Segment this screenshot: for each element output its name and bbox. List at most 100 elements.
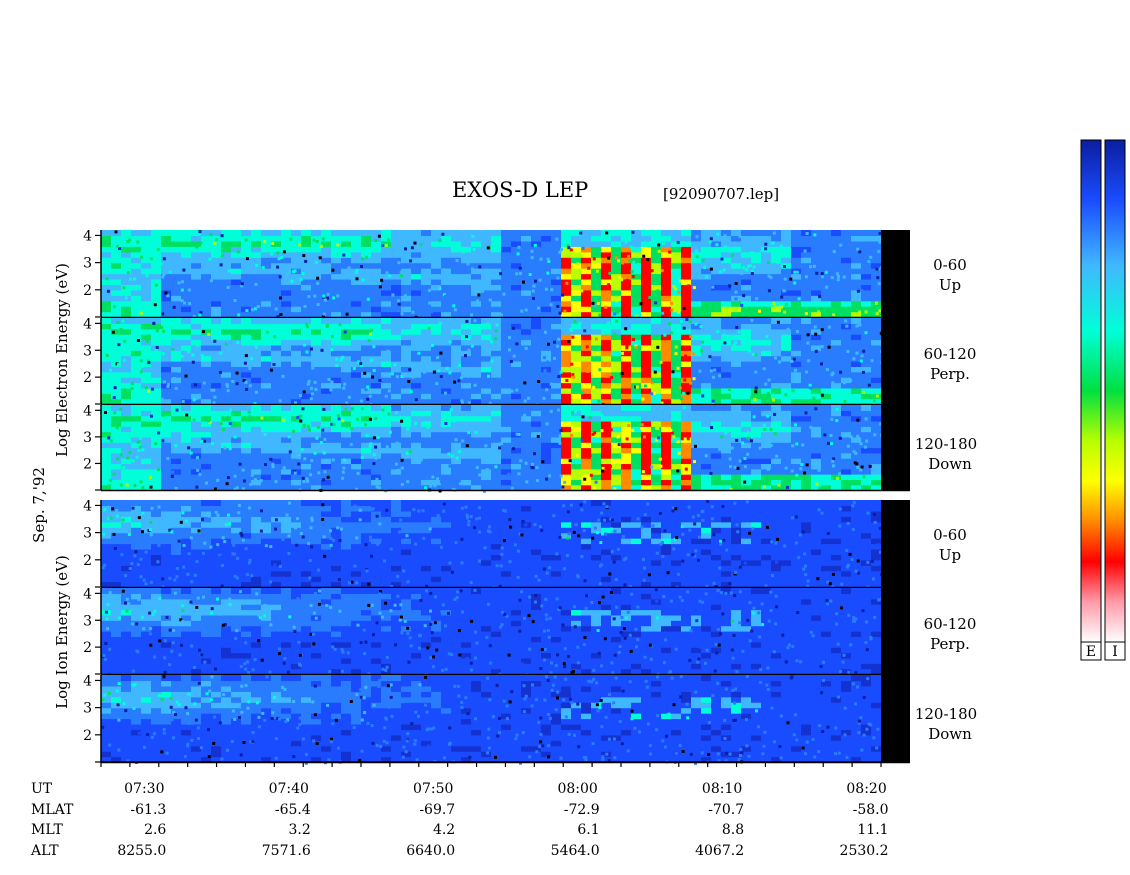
spectrogram-cell xyxy=(631,251,642,258)
spectrogram-speckle xyxy=(301,407,305,411)
spectrogram-speckle xyxy=(114,230,118,234)
spectrogram-cell xyxy=(631,284,642,291)
spectrogram-cell xyxy=(791,289,802,296)
spectrogram-speckle xyxy=(593,303,597,307)
spectrogram-cell xyxy=(441,278,452,285)
spectrogram-cell xyxy=(301,361,312,367)
spectrogram-cell xyxy=(601,436,612,443)
spectrogram-cell xyxy=(311,436,322,443)
spectrogram-cell xyxy=(441,463,452,470)
spectrogram-cell xyxy=(211,278,222,285)
spectrogram-cell xyxy=(201,474,212,480)
spectrogram-cell xyxy=(311,257,322,264)
spectrogram-speckle xyxy=(436,286,440,290)
spectrogram-cell xyxy=(771,447,782,454)
spectrogram-speckle xyxy=(613,312,617,316)
spectrogram-cell xyxy=(361,410,372,417)
spectrogram-speckle xyxy=(677,451,681,455)
spectrogram-speckle xyxy=(862,475,866,479)
spectrogram-cell xyxy=(481,278,492,285)
spectrogram-cell xyxy=(641,442,652,449)
spectrogram-cell xyxy=(221,240,232,247)
spectrogram-speckle xyxy=(677,311,681,315)
spectrogram-speckle xyxy=(754,386,758,390)
spectrogram-cell xyxy=(171,405,182,411)
spectrogram-cell xyxy=(441,415,452,422)
spectrogram-cell xyxy=(271,240,282,247)
spectrogram-speckle xyxy=(314,261,318,264)
spectrogram-speckle xyxy=(256,240,260,244)
spectrogram-cell xyxy=(781,235,792,242)
spectrogram-cell xyxy=(631,328,642,335)
spectrogram-speckle xyxy=(308,428,311,432)
spectrogram-cell xyxy=(181,366,192,373)
spectrogram-cell xyxy=(191,262,202,269)
spectrogram-cell xyxy=(441,479,452,486)
spectrogram-cell xyxy=(281,452,292,459)
spectrogram-cell xyxy=(201,431,212,438)
spectrogram-cell xyxy=(551,240,562,247)
spectrogram-cell xyxy=(191,377,202,384)
spectrogram-cell xyxy=(691,262,702,269)
spectrogram-cell xyxy=(201,458,212,465)
spectrogram-cell xyxy=(571,447,582,454)
spectrogram-cell xyxy=(421,273,432,280)
spectrogram-speckle xyxy=(650,465,654,469)
spectrogram-speckle xyxy=(541,460,545,464)
spectrogram-speckle xyxy=(355,487,359,491)
spectrogram-speckle xyxy=(331,268,335,272)
spectrogram-cell xyxy=(791,393,802,400)
spectrogram-cell xyxy=(631,240,642,247)
spectrogram-cell xyxy=(741,436,752,443)
spectrogram-cell xyxy=(691,458,702,465)
spectrogram-cell xyxy=(171,257,182,264)
spectrogram-speckle xyxy=(119,407,123,411)
spectrogram-speckle xyxy=(349,442,353,446)
spectrogram-speckle xyxy=(341,419,345,423)
spectrogram-cell xyxy=(711,278,722,285)
spectrogram-cell xyxy=(241,393,252,400)
spectrogram-speckle xyxy=(436,356,440,360)
spectrogram-cell xyxy=(251,393,262,400)
spectrogram-cell xyxy=(651,405,662,411)
spectrogram-cell xyxy=(871,415,882,422)
spectrogram-cell xyxy=(841,344,852,351)
spectrogram-cell xyxy=(561,323,572,330)
spectrogram-speckle xyxy=(326,348,330,352)
spectrogram-cell xyxy=(621,398,632,405)
spectrogram-speckle xyxy=(494,337,498,341)
spectrogram-cell xyxy=(361,468,372,475)
spectrogram-cell xyxy=(591,484,602,491)
spectrogram-cell xyxy=(461,289,472,296)
spectrogram-speckle xyxy=(838,436,842,440)
spectrogram-cell xyxy=(841,350,852,357)
spectrogram-cell xyxy=(861,371,872,378)
spectrogram-cell xyxy=(121,289,132,296)
spectrogram-cell xyxy=(341,415,352,422)
spectrogram-cell xyxy=(611,257,622,264)
spectrogram-speckle xyxy=(131,459,135,463)
spectrogram-cell xyxy=(231,295,242,302)
spectrogram-cell xyxy=(371,235,382,242)
spectrogram-cell xyxy=(871,468,882,475)
spectrogram-speckle xyxy=(740,271,744,275)
spectrogram-cell xyxy=(191,268,202,275)
spectrogram-cell xyxy=(141,458,152,465)
spectrogram-cell xyxy=(251,235,262,242)
spectrogram-cell xyxy=(861,479,872,486)
spectrogram-cell xyxy=(631,442,642,449)
spectrogram-cell xyxy=(161,334,172,341)
spectrogram-cell xyxy=(461,278,472,285)
spectrogram-cell xyxy=(771,436,782,443)
spectrogram-speckle xyxy=(601,469,605,473)
spectrogram-cell xyxy=(201,350,212,357)
spectrogram-cell xyxy=(701,447,712,454)
spectrogram-cell xyxy=(701,415,712,422)
spectrogram-speckle xyxy=(235,382,239,386)
spectrogram-cell xyxy=(341,463,352,470)
spectrogram-cell xyxy=(431,300,442,307)
spectrogram-cell xyxy=(111,295,122,302)
spectrogram-speckle xyxy=(227,269,231,273)
spectrogram-cell xyxy=(521,268,532,275)
spectrogram-speckle xyxy=(523,399,527,403)
